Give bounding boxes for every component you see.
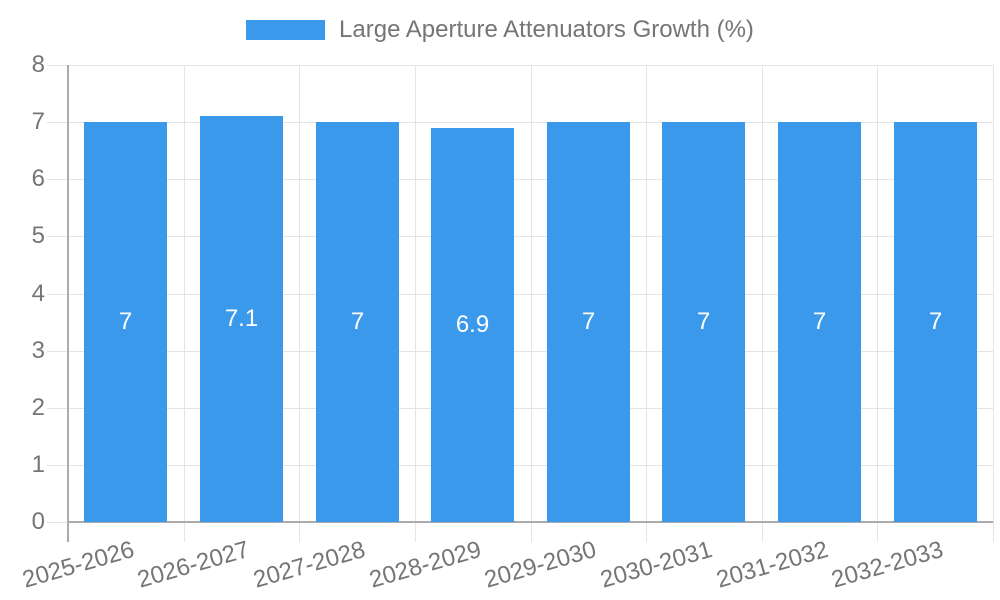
y-axis-tick-label: 0 — [31, 508, 45, 535]
y-axis-tick — [47, 408, 68, 409]
y-axis-tick — [47, 236, 68, 237]
x-axis-tick — [184, 522, 185, 542]
gridline-vertical — [877, 65, 878, 522]
y-axis-tick — [47, 294, 68, 295]
bar-value-label: 6.9 — [455, 311, 490, 338]
y-axis-tick-label: 8 — [31, 51, 45, 78]
bar-value-label: 7.1 — [224, 305, 259, 332]
x-axis-tick-label: 2025-2026 — [19, 536, 138, 594]
gridline-vertical — [415, 65, 416, 522]
bar-value-label: 7 — [581, 308, 596, 335]
bar[interactable]: 7 — [547, 122, 630, 522]
y-axis-tick — [47, 351, 68, 352]
gridline-vertical — [646, 65, 647, 522]
gridline-vertical — [993, 65, 994, 522]
y-axis-tick — [47, 65, 68, 66]
x-axis-tick — [299, 522, 300, 542]
y-axis-tick-label: 2 — [31, 394, 45, 421]
bar[interactable]: 7 — [778, 122, 861, 522]
x-axis-tick — [531, 522, 532, 542]
y-axis-tick-label: 5 — [31, 222, 45, 249]
bar[interactable]: 7 — [662, 122, 745, 522]
x-axis-tick — [646, 522, 647, 542]
x-axis-tick-label: 2031-2032 — [713, 536, 832, 594]
bar[interactable]: 7 — [316, 122, 399, 522]
gridline-vertical — [299, 65, 300, 522]
gridline-vertical — [184, 65, 185, 522]
x-axis-tick-label: 2029-2030 — [481, 536, 600, 594]
x-axis-tick-label: 2027-2028 — [250, 536, 369, 594]
x-axis-tick — [877, 522, 878, 542]
bar[interactable]: 7 — [84, 122, 167, 522]
x-axis-tick-label: 2028-2029 — [366, 536, 485, 594]
y-axis-tick — [47, 122, 68, 123]
bar[interactable]: 7 — [894, 122, 977, 522]
gridline-horizontal — [68, 179, 993, 180]
gridline-horizontal — [68, 465, 993, 466]
y-axis-tick-label: 7 — [31, 108, 45, 135]
gridline-vertical — [531, 65, 532, 522]
y-axis-tick-label: 6 — [31, 165, 45, 192]
x-axis-tick-label: 2030-2031 — [597, 536, 716, 594]
bar-value-label: 7 — [350, 308, 365, 335]
legend-label: Large Aperture Attenuators Growth (%) — [339, 16, 754, 43]
gridline-horizontal — [68, 236, 993, 237]
x-axis-tick-label: 2026-2027 — [134, 536, 253, 594]
bar[interactable]: 7.1 — [200, 116, 283, 522]
y-axis-tick — [47, 179, 68, 180]
bar-value-label: 7 — [812, 308, 827, 335]
y-axis-tick — [47, 465, 68, 466]
bar-value-label: 7 — [928, 308, 943, 335]
y-axis-tick — [47, 522, 68, 523]
y-axis-tick-label: 4 — [31, 280, 45, 307]
gridline-horizontal — [68, 65, 993, 66]
y-axis-line — [67, 65, 69, 542]
bar-value-label: 7 — [118, 308, 133, 335]
bar[interactable]: 6.9 — [431, 128, 514, 522]
y-axis-tick-label: 1 — [31, 451, 45, 478]
legend-swatch — [246, 20, 326, 40]
x-axis-baseline — [68, 521, 993, 523]
gridline-horizontal — [68, 408, 993, 409]
x-axis-tick — [762, 522, 763, 542]
gridline-horizontal — [68, 351, 993, 352]
y-axis-tick-label: 3 — [31, 337, 45, 364]
x-axis-tick — [993, 522, 994, 542]
gridline-horizontal — [68, 122, 993, 123]
gridline-horizontal — [68, 294, 993, 295]
legend[interactable]: Large Aperture Attenuators Growth (%) — [0, 16, 1000, 44]
x-axis-tick-label: 2032-2033 — [828, 536, 947, 594]
bar-value-label: 7 — [696, 308, 711, 335]
gridline-vertical — [762, 65, 763, 522]
x-axis-tick — [415, 522, 416, 542]
